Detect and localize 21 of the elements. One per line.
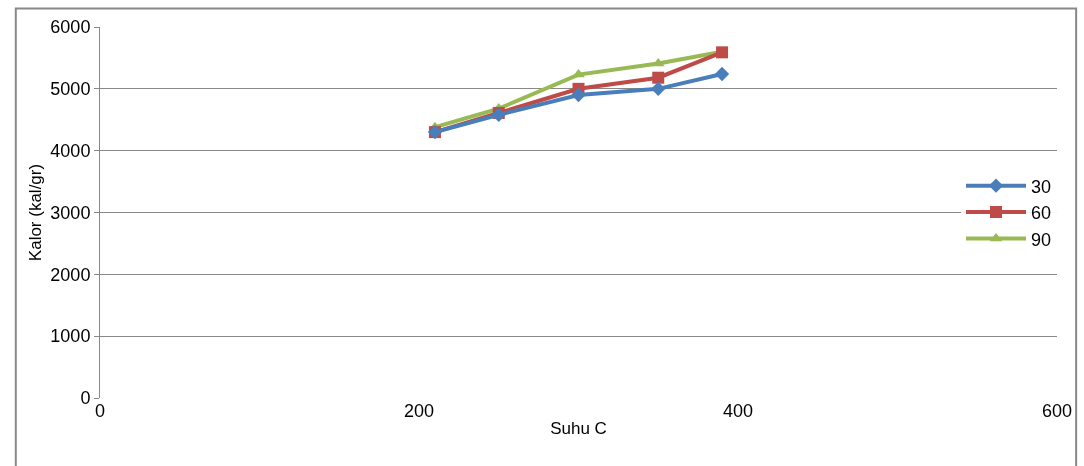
- point: [651, 57, 665, 67]
- point: [652, 71, 665, 84]
- y-tick-label: 2000: [50, 264, 91, 285]
- y-tick-label: 6000: [50, 17, 91, 38]
- legend-label: 90: [1031, 229, 1052, 250]
- y-tick-label: 3000: [50, 202, 91, 223]
- x-axis-title: Suhu C: [550, 419, 607, 439]
- y-tick-label: 4000: [50, 140, 91, 161]
- x-tick-label: 200: [403, 401, 435, 421]
- point: [716, 46, 729, 59]
- point: [651, 81, 666, 96]
- point: [714, 66, 730, 82]
- y-tick-label: 1000: [50, 326, 91, 347]
- legend-label: 30: [1031, 176, 1052, 197]
- x-tick-label: 0: [94, 401, 106, 421]
- point: [571, 87, 586, 103]
- legend-label: 60: [1031, 203, 1052, 224]
- x-tick-label: 600: [1041, 401, 1073, 421]
- x-tick-label: 400: [722, 401, 754, 421]
- y-axis-title: Kalor (kal/gr): [25, 163, 45, 262]
- y-tick-label: 5000: [50, 79, 91, 100]
